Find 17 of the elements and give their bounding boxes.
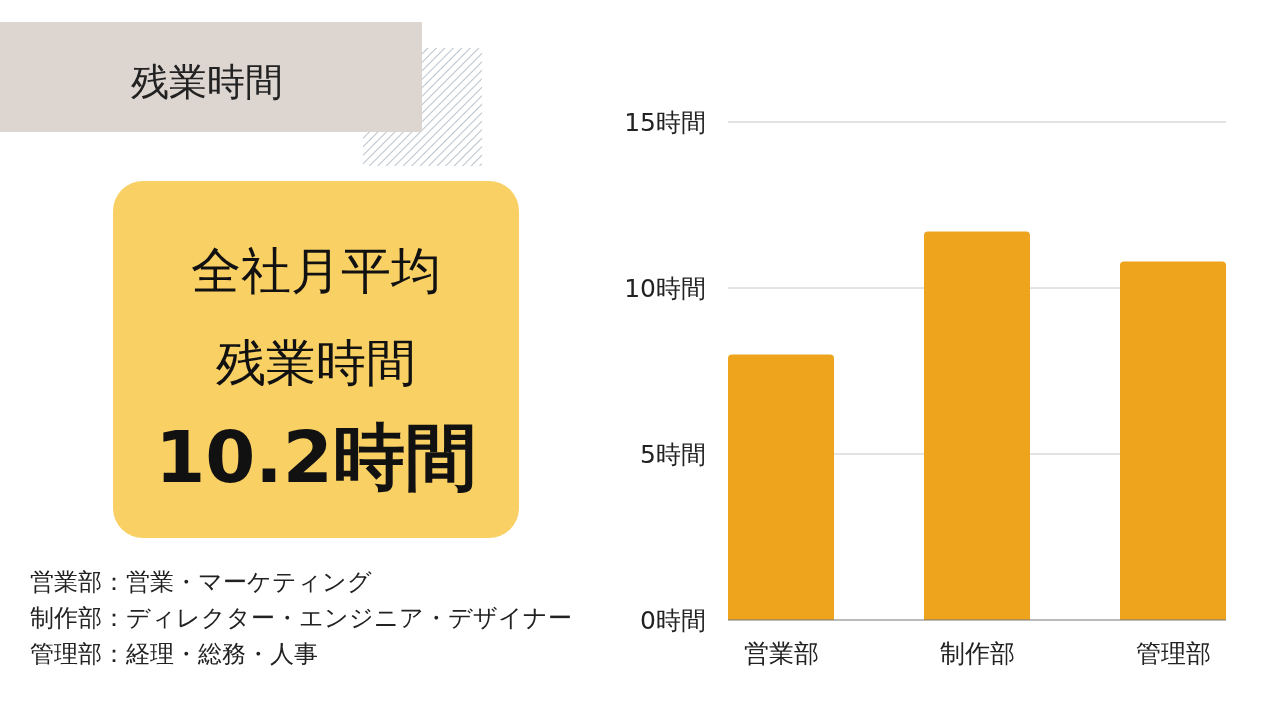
x-tick-label: 営業部 [743,639,819,668]
y-tick-label: 15時間 [624,108,706,137]
text: 残業時間 [131,60,283,104]
text: 全社月平均 [191,242,441,300]
y-tick-label: 5時間 [640,440,706,469]
x-tick-label: 制作部 [939,639,1015,668]
text: 営業部：営業・マーケティング [30,568,372,596]
x-tick-label: 管理部 [1135,639,1211,668]
text: 管理部：経理・総務・人事 [30,640,318,668]
y-tick-label: 10時間 [624,274,706,303]
bar [1120,261,1226,620]
text: 10.2時間 [155,415,477,499]
text: 残業時間 [216,334,416,392]
text: 制作部：ディレクター・エンジニア・デザイナー [30,604,572,632]
y-tick-label: 0時間 [640,606,706,635]
bar [728,354,834,620]
bar [924,231,1030,620]
